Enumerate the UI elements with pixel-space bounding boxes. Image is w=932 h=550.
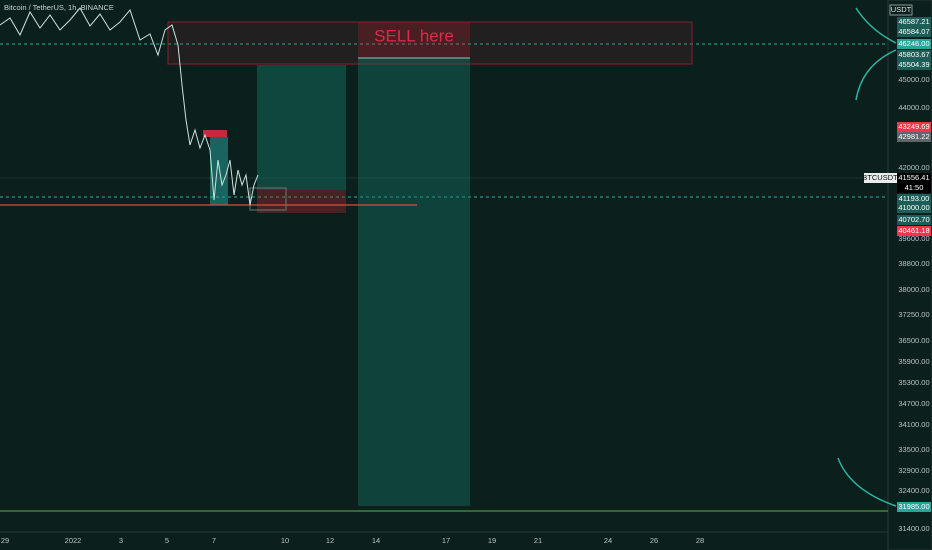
- time-label: 14: [372, 536, 380, 545]
- price-label: 46587.21: [898, 17, 929, 26]
- price-badge: [897, 502, 931, 512]
- time-label: 29: [1, 536, 9, 545]
- price-badge: [897, 60, 931, 70]
- time-label: 17: [442, 536, 450, 545]
- profit-zone: [257, 65, 346, 190]
- entry-box: [249, 187, 287, 211]
- price-label: 33500.00: [898, 445, 929, 454]
- price-badge: [897, 203, 931, 213]
- price-badge: [897, 27, 931, 37]
- price-series: [0, 7, 259, 206]
- price-label: 39600.00: [898, 234, 929, 243]
- price-label: 38800.00: [898, 259, 929, 268]
- price-label: 41193.00: [899, 194, 930, 203]
- price-label: 45803.67: [898, 50, 929, 59]
- annotation: SELL here: [374, 26, 454, 45]
- price-axis-panel: [887, 0, 932, 550]
- time-label: 3: [119, 536, 123, 545]
- price-badge: [897, 50, 931, 60]
- price-label: 41556.41: [898, 173, 929, 182]
- chart-title: Bitcoin / TetherUS, 1h, BINANCE: [4, 3, 114, 12]
- price-label: 41000.00: [898, 203, 929, 212]
- price-badge: [897, 17, 931, 27]
- symbol-badge: [864, 173, 897, 183]
- price-label: 35300.00: [898, 378, 929, 387]
- time-label: 12: [326, 536, 334, 545]
- price-label: 36500.00: [898, 336, 929, 345]
- zone-top: [203, 130, 227, 137]
- arrow: [837, 457, 897, 507]
- price-label: 34700.00: [898, 399, 929, 408]
- time-label: 5: [165, 536, 169, 545]
- price-badge: [897, 39, 931, 49]
- price-label: 34100.00: [898, 420, 929, 429]
- arrow: [855, 49, 897, 101]
- currency: USDT: [891, 5, 912, 14]
- arrow: [855, 7, 897, 44]
- price-label: 38000.00: [898, 285, 929, 294]
- price-label: 41:50: [905, 183, 924, 192]
- price-label: 42000.00: [898, 163, 929, 172]
- price-badge: [897, 194, 931, 204]
- time-label: 10: [281, 536, 289, 545]
- sell-zone: [167, 21, 693, 65]
- time-label: 28: [696, 536, 704, 545]
- price-label: 32900.00: [898, 466, 929, 475]
- price-badge: [897, 226, 931, 236]
- price-label: 37250.00: [898, 310, 929, 319]
- profit-zone: [358, 58, 470, 506]
- time-label: 21: [534, 536, 542, 545]
- zone: [210, 137, 228, 205]
- price-label: 31985.00: [898, 502, 929, 511]
- loss-zone: [257, 190, 346, 213]
- price-badge: [897, 215, 931, 225]
- time-label: 26: [650, 536, 658, 545]
- time-label: 2022: [65, 536, 82, 545]
- price-label: 46584.07: [898, 27, 929, 36]
- price-badge: [897, 132, 931, 142]
- symbol-label: BTCUSDT: [862, 173, 898, 182]
- price-label: 46246.00: [898, 39, 929, 48]
- price-label: 43249.69: [898, 122, 929, 131]
- sell-zone-highlight: [358, 22, 470, 58]
- price-badge: [897, 173, 931, 183]
- price-label: 40461.18: [898, 226, 929, 235]
- time-label: 19: [488, 536, 496, 545]
- time-label: 24: [604, 536, 612, 545]
- price-label: 42981.22: [898, 132, 929, 141]
- price-label: 44000.00: [898, 103, 929, 112]
- price-badge: [897, 183, 931, 193]
- price-label: 32400.00: [898, 486, 929, 495]
- price-label: 40702.70: [898, 215, 929, 224]
- price-badge: [897, 122, 931, 132]
- price-label: 45000.00: [898, 75, 929, 84]
- time-label: 7: [212, 536, 216, 545]
- price-label: 35900.00: [898, 357, 929, 366]
- price-label: 45504.39: [898, 60, 929, 69]
- price-label: 31400.00: [898, 524, 929, 533]
- currency-badge: [889, 4, 913, 16]
